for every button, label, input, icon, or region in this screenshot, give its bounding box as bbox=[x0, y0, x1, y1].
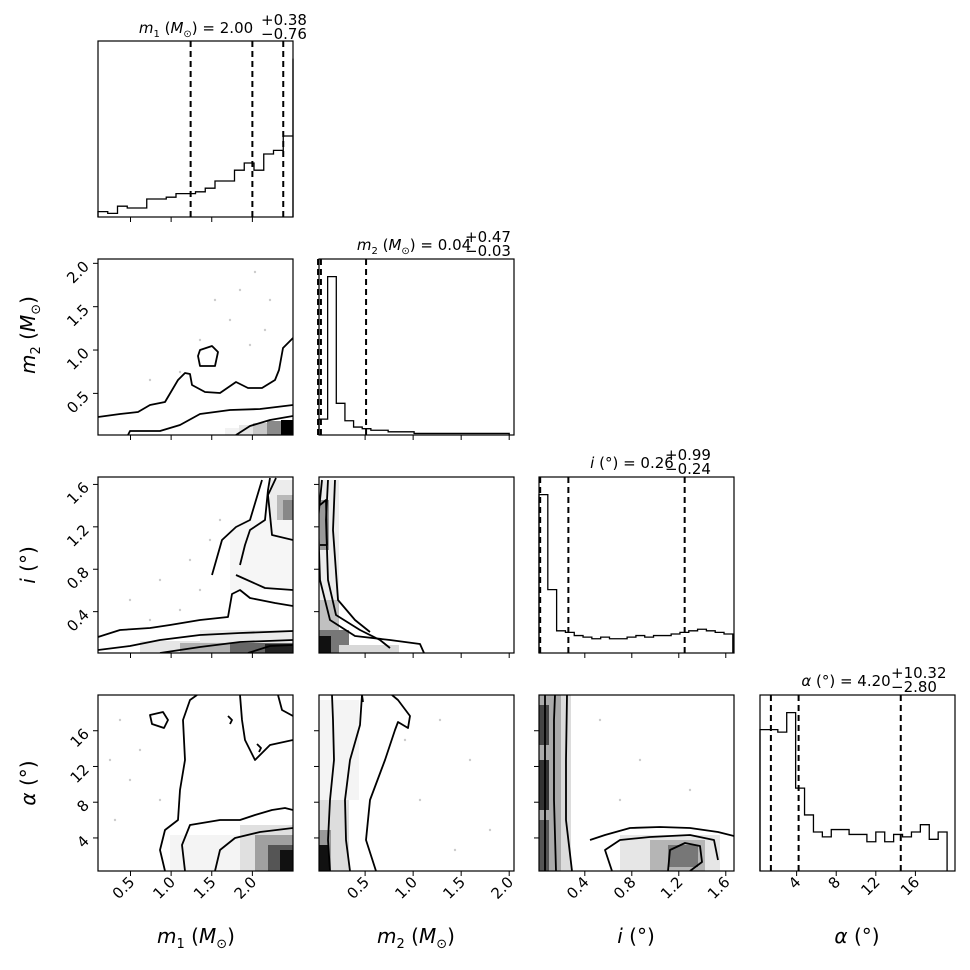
xtick-label-alpha-2: 12 bbox=[857, 873, 883, 899]
xtick-label-i-3: 1.6 bbox=[704, 873, 734, 903]
axes-frame-2-0 bbox=[97, 476, 294, 654]
histogram-step-alpha bbox=[759, 711, 948, 871]
axes-frame-3-3 bbox=[759, 694, 956, 872]
ytick-label-alpha-2: 12 bbox=[67, 761, 93, 787]
xlabel-i: i (°) bbox=[617, 924, 655, 948]
density-m2-vs-m1 bbox=[148, 270, 293, 435]
ytick-label-m2-2: 1.5 bbox=[63, 301, 93, 331]
histogram-step-m1 bbox=[97, 58, 294, 217]
ytick-label-i-1: 0.8 bbox=[63, 563, 93, 593]
xtick-label-m1-3: 2.0 bbox=[231, 873, 261, 903]
xtick-label-m1-1: 1.0 bbox=[149, 873, 179, 903]
ylabel-i: i (°) bbox=[16, 546, 40, 584]
contours-i-vs-m2 bbox=[319, 479, 425, 653]
xtick-label-m2-0: 0.5 bbox=[343, 873, 373, 903]
title-m2-plus: +0.47 bbox=[465, 228, 511, 246]
contours-alpha-vs-m1 bbox=[149, 695, 293, 871]
title-m1-minus: −0.76 bbox=[261, 25, 307, 43]
xtick-label-m1-2: 1.5 bbox=[190, 873, 220, 903]
xlabel-m1: m1 (M⊙) bbox=[157, 924, 235, 952]
title-m2: m2 (M⊙) = 0.04 +0.47 −0.03 bbox=[357, 228, 511, 260]
axes-frame-3-1 bbox=[318, 694, 515, 872]
title-m2-median: 0.04 bbox=[438, 236, 471, 254]
title-m2-minus: −0.03 bbox=[465, 242, 511, 260]
svg-text:m2 (M⊙) = 0.04: m2 (M⊙) = 0.04 bbox=[357, 236, 471, 257]
xtick-label-i-2: 1.2 bbox=[657, 873, 687, 903]
contours-alpha-vs-m2 bbox=[327, 695, 411, 871]
ylabel-alpha: α (°) bbox=[16, 760, 40, 805]
xtick-label-i-0: 0.4 bbox=[563, 873, 593, 903]
title-m1: m1 (M⊙) = 2.00 +0.38 −0.76 bbox=[139, 11, 307, 43]
svg-text:m1 (M⊙) = 2.00: m1 (M⊙) = 2.00 bbox=[139, 19, 253, 40]
title-i: i (°) = 0.26 +0.99 −0.24 bbox=[590, 446, 711, 478]
xtick-label-i-1: 0.8 bbox=[610, 873, 640, 903]
ytick-label-m2-3: 2.0 bbox=[63, 257, 93, 287]
histogram-m2 bbox=[317, 259, 510, 435]
axes-frame-0-0 bbox=[97, 40, 294, 218]
ylabel-m2: m2 (M⊙) bbox=[16, 296, 44, 374]
xtick-label-m1-0: 0.5 bbox=[109, 873, 139, 903]
contours-alpha-vs-i bbox=[544, 695, 734, 871]
xtick-label-m2-1: 1.0 bbox=[391, 873, 421, 903]
xtick-label-alpha-3: 16 bbox=[897, 873, 923, 899]
xlabel-alpha: α (°) bbox=[834, 924, 879, 948]
ytick-label-alpha-3: 16 bbox=[67, 725, 93, 751]
ytick-label-i-3: 1.6 bbox=[63, 479, 93, 509]
axes-frame-2-1 bbox=[318, 476, 515, 654]
ytick-label-i-0: 0.4 bbox=[63, 606, 93, 636]
axes-frame-1-0 bbox=[97, 258, 294, 436]
histogram-i bbox=[538, 477, 734, 653]
histogram-alpha bbox=[759, 695, 948, 871]
title-m1-plus: +0.38 bbox=[261, 11, 307, 29]
title-alpha: α (°) = 4.20 +10.32 −2.80 bbox=[801, 664, 946, 696]
title-alpha-median: 4.20 bbox=[857, 672, 890, 690]
xtick-label-alpha-1: 8 bbox=[825, 873, 844, 892]
title-m1-median: 2.00 bbox=[220, 19, 253, 37]
title-alpha-minus: −2.80 bbox=[891, 678, 937, 696]
svg-text:i (°) = 0.26: i (°) = 0.26 bbox=[590, 454, 674, 472]
histogram-step-m2 bbox=[318, 275, 510, 435]
xtick-label-m2-3: 2.0 bbox=[487, 873, 517, 903]
title-alpha-plus: +10.32 bbox=[891, 664, 947, 682]
svg-text:α (°) = 4.20: α (°) = 4.20 bbox=[801, 672, 890, 690]
contours-i-vs-m1 bbox=[98, 477, 293, 653]
axes-frame-3-0 bbox=[97, 694, 294, 872]
xtick-label-alpha-0: 4 bbox=[785, 873, 804, 892]
ytick-label-alpha-1: 8 bbox=[73, 796, 92, 815]
axes-frame-1-1 bbox=[318, 258, 515, 436]
density-i-vs-m2 bbox=[319, 480, 399, 653]
title-i-median: 0.26 bbox=[640, 454, 673, 472]
title-i-plus: +0.99 bbox=[665, 446, 711, 464]
axes-frame-2-2 bbox=[538, 476, 735, 654]
axes-frame-3-2 bbox=[538, 694, 735, 872]
title-i-minus: −0.24 bbox=[665, 460, 711, 478]
ytick-label-i-2: 1.2 bbox=[63, 521, 93, 551]
ytick-label-m2-1: 1.0 bbox=[63, 344, 93, 374]
histogram-m1 bbox=[97, 41, 294, 217]
density-alpha-vs-m1 bbox=[108, 718, 293, 871]
histogram-step-i bbox=[538, 493, 734, 653]
ytick-label-m2-0: 0.5 bbox=[63, 387, 93, 417]
ytick-label-alpha-0: 4 bbox=[73, 832, 92, 851]
xtick-label-m2-2: 1.5 bbox=[439, 873, 469, 903]
xlabel-m2: m2 (M⊙) bbox=[377, 924, 455, 952]
contours-m2-vs-m1 bbox=[98, 337, 293, 435]
